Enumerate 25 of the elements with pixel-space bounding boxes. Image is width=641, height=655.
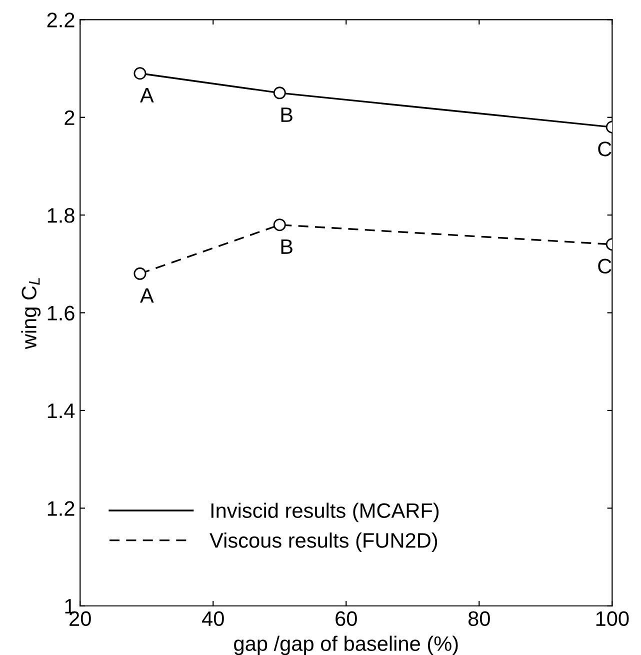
annotation: C	[598, 142, 612, 156]
y-tick-label: 1.6	[48, 306, 74, 321]
x-tick-label: 80	[468, 611, 490, 626]
point	[134, 267, 146, 280]
point	[134, 67, 146, 80]
point	[273, 86, 286, 100]
x-axis-title: gap /gap of baseline (%)	[234, 636, 458, 655]
y-tick-label: 2.2	[47, 12, 74, 28]
x-tick-label: 100	[596, 611, 629, 626]
x-tick-label: 60	[336, 611, 357, 626]
legend-label: Inviscid results (MCARF)	[211, 502, 439, 522]
annotation: C	[598, 258, 612, 274]
point	[273, 218, 286, 232]
y-tick-label: 2	[64, 110, 74, 125]
x-tick-label: 40	[202, 611, 224, 626]
y-tick-label: 1.4	[48, 404, 75, 418]
legend-label: Viscous results (FUN2D)	[210, 532, 438, 552]
annotation: B	[281, 108, 292, 122]
annotation: B	[281, 239, 292, 254]
annotation: A	[140, 288, 154, 303]
y-tick-label: 1.2	[48, 501, 74, 516]
x-tick-label: 20	[70, 611, 91, 626]
annotation: A	[140, 88, 154, 102]
y-tick-label: 1.8	[48, 208, 74, 223]
y-axis-title: wing C$_{L}$	[21, 278, 41, 350]
